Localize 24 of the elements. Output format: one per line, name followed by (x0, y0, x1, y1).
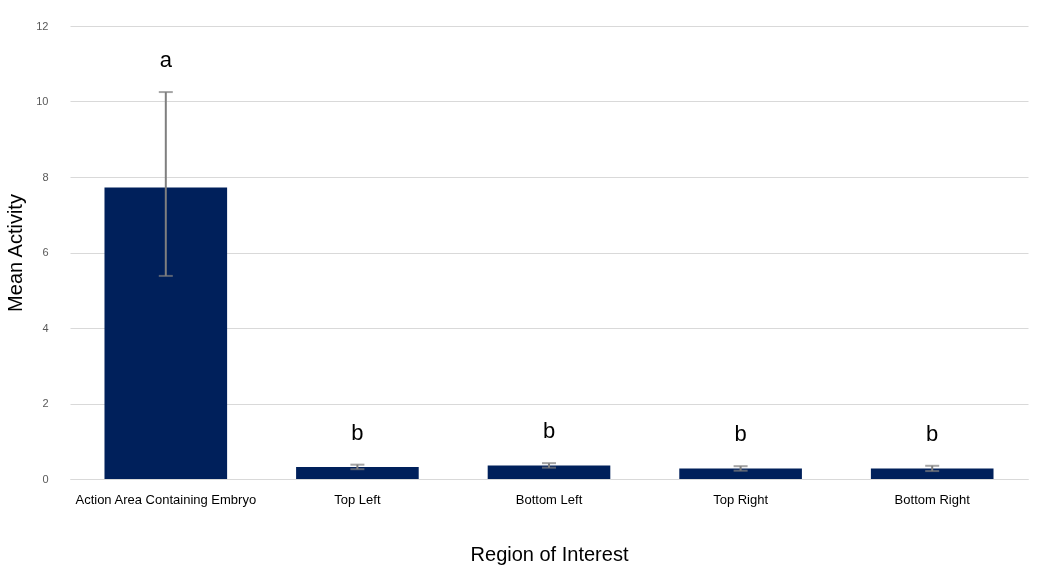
x-axis-title: Region of Interest (470, 542, 629, 565)
y-tick-label: 12 (36, 19, 49, 32)
annotation: a (159, 47, 173, 73)
bar (870, 468, 994, 479)
annotation: b (351, 419, 364, 445)
y-tick-label: 8 (42, 170, 49, 183)
y-tick-label: 0 (42, 472, 49, 485)
y-tick-label: 6 (42, 246, 49, 258)
y-axis-title: Mean Activity (4, 194, 27, 312)
x-tick-label: Bottom Right (894, 491, 971, 507)
bar (679, 468, 802, 479)
y-tick-label: 2 (42, 397, 49, 409)
x-tick-label: Bottom Left (515, 491, 583, 507)
bar (487, 465, 611, 479)
annotation: b (734, 421, 747, 447)
annotation: b (926, 420, 939, 446)
y-tick-label: 10 (36, 95, 49, 107)
annotation: b (542, 418, 556, 444)
x-tick-label: Top Right (713, 491, 769, 507)
x-tick-label: Top Left (334, 491, 381, 507)
bar (104, 187, 228, 479)
bar (296, 466, 419, 479)
x-tick-label: Action Area Containing Embryo (75, 491, 257, 507)
y-tick-label: 4 (42, 321, 49, 334)
